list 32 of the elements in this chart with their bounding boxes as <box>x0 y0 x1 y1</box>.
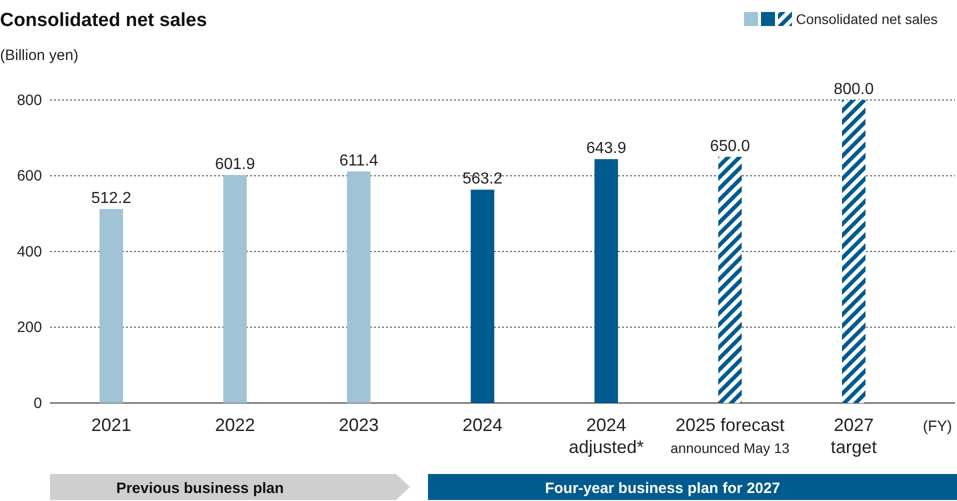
x-tick-label: 2022 <box>214 415 256 435</box>
data-label: 512.2 <box>91 190 132 208</box>
y-tick-label: 400 <box>16 243 42 260</box>
data-label: 601.9 <box>214 156 256 174</box>
y-tick-label: 0 <box>34 394 42 412</box>
bar <box>346 171 371 403</box>
bar <box>100 209 124 403</box>
y-axis-title: (Billion yen) <box>0 47 78 64</box>
bar <box>470 190 494 403</box>
data-label: 800.0 <box>834 81 874 98</box>
data-label: 643.9 <box>586 140 626 158</box>
x-tick-label: 2024 <box>462 415 503 435</box>
y-tick-label: 800 <box>16 92 42 109</box>
x-tick-label: 2027 target <box>830 415 877 457</box>
x-tick-label: 2023 <box>338 415 379 435</box>
y-tick-label: 600 <box>16 168 42 185</box>
data-label: 563.2 <box>462 170 503 188</box>
x-tick-label: 2024 adjusted* <box>568 415 644 457</box>
text: Previous business plan <box>116 480 284 497</box>
bar <box>223 175 247 403</box>
x-tick-label: 2025 forecast announced May 13 <box>670 415 790 456</box>
x-tick-label: 2021 <box>91 415 132 435</box>
bar <box>718 156 742 403</box>
bar <box>842 100 866 403</box>
chart-title: Consolidated net sales <box>0 10 207 31</box>
data-label: 650.0 <box>710 138 750 155</box>
x-axis-title: (FY) <box>922 418 952 435</box>
legend-title: Consolidated net sales <box>796 11 938 27</box>
y-tick-label: 200 <box>16 319 42 336</box>
text: Four-year business plan for 2027 <box>544 480 780 497</box>
data-label: 611.4 <box>339 152 378 170</box>
bar <box>594 159 618 403</box>
